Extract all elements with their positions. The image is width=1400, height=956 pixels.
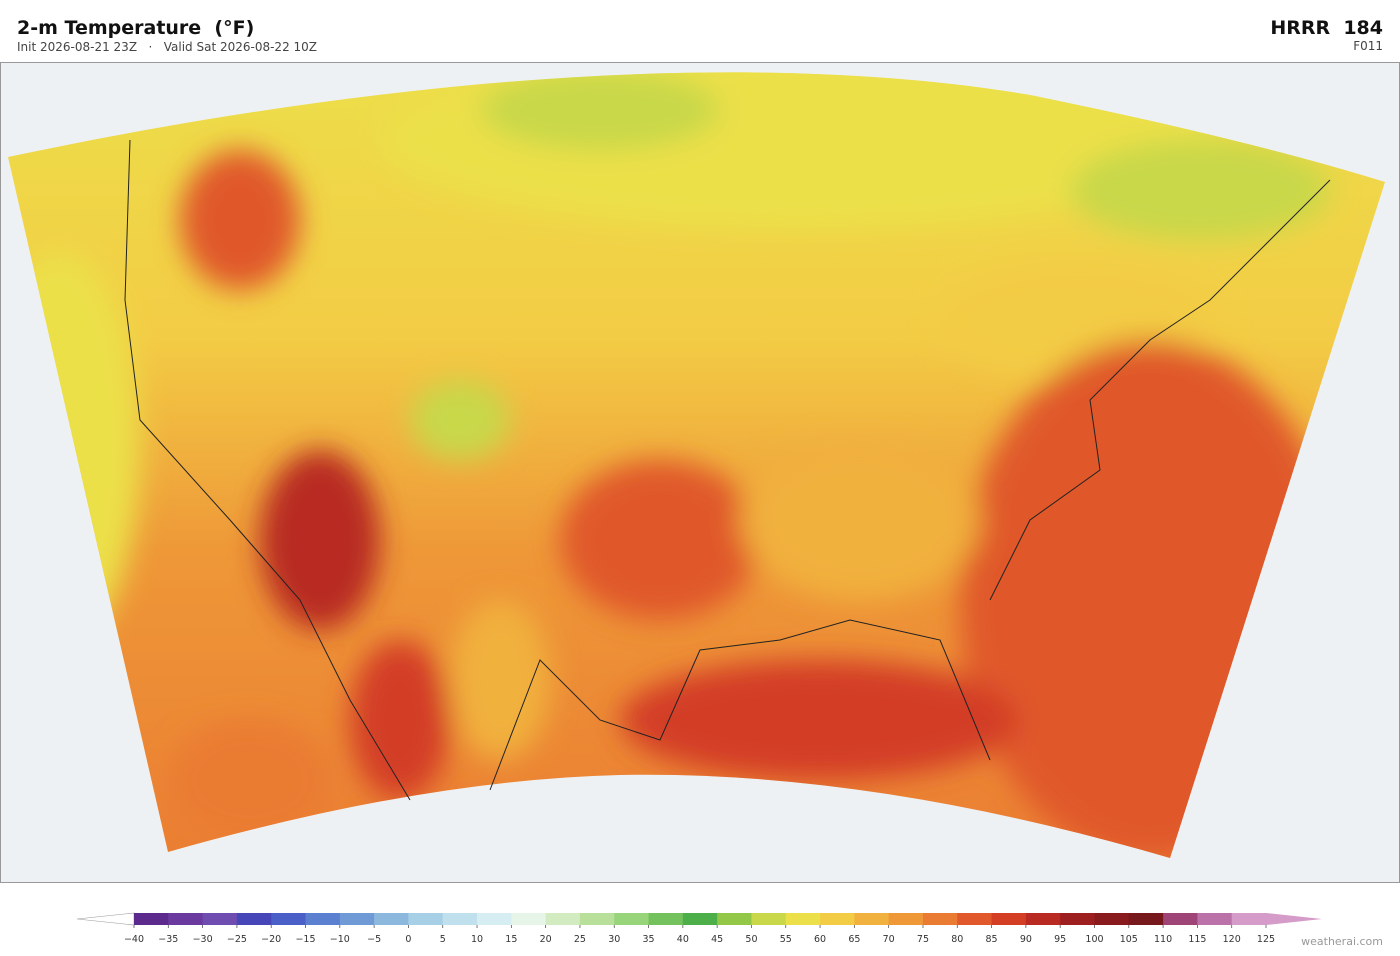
colorbar-tick-label: 90 [1020, 934, 1032, 945]
colorbar-tick-label: 10 [471, 934, 483, 945]
colorbar-tick-label: 50 [745, 934, 757, 945]
colorbar-tick-label: −40 [124, 934, 144, 945]
colorbar: −40 −35 −30 −25 −20 −15 −10 −5 0 5 10 15 20 25 30 35 40 4… [76, 912, 1322, 945]
colorbar-segment [820, 913, 855, 925]
colorbar-under [76, 912, 135, 926]
colorbar-tick-label: 65 [848, 934, 860, 945]
colorbar-segment [1025, 913, 1061, 925]
colorbar-over [1266, 913, 1322, 925]
model: HRRR 184 [1270, 17, 1383, 39]
colorbar-tick-label: 60 [814, 934, 826, 945]
colorbar-segment [1094, 913, 1130, 925]
colorbar-tick-label: −25 [227, 934, 247, 945]
credit: weatherai.com [1301, 935, 1383, 948]
colorbar-segment [236, 913, 272, 925]
colorbar-tick-label: 0 [405, 934, 411, 945]
colorbar-segment [134, 913, 169, 925]
colorbar-tick-label: 5 [440, 934, 446, 945]
colorbar-tick-label: 115 [1188, 934, 1206, 945]
colorbar-segment [682, 913, 718, 925]
colorbar-tick-label: −20 [261, 934, 281, 945]
colorbar-tick-label: 40 [677, 934, 689, 945]
colorbar-tick-label: 25 [574, 934, 586, 945]
colorbar-segment [374, 913, 409, 925]
colorbar-segment [442, 913, 478, 925]
colorbar-segment [888, 913, 924, 925]
colorbar-segment [477, 913, 512, 925]
colorbar-segment [1128, 913, 1164, 925]
colorbar-segment [854, 913, 890, 925]
colorbar-tick-label: 80 [951, 934, 963, 945]
colorbar-segment [202, 913, 238, 925]
colorbar-segment [168, 913, 204, 925]
colorbar-tick-label: 100 [1085, 934, 1103, 945]
colorbar-tick-label: −5 [367, 934, 381, 945]
colorbar-segment [1197, 913, 1233, 925]
colorbar-tick-label: 75 [917, 934, 929, 945]
title: 2-m Temperature (°F) [17, 17, 254, 39]
colorbar-segment [991, 913, 1027, 925]
colorbar-tick-label: 120 [1223, 934, 1241, 945]
colorbar-tick-label: −35 [158, 934, 178, 945]
colorbar-segment [545, 913, 581, 925]
colorbar-tick-label: −30 [193, 934, 213, 945]
colorbar-segment [922, 913, 958, 925]
colorbar-tick-label: 85 [986, 934, 998, 945]
colorbar-tick-label: 45 [711, 934, 723, 945]
colorbar-segment [271, 913, 306, 925]
colorbar-segment [305, 913, 341, 925]
colorbar-segment [648, 913, 684, 925]
colorbar-tick-label: 110 [1154, 934, 1172, 945]
colorbar-segment [1231, 913, 1267, 925]
colorbar-tick-label: 95 [1054, 934, 1066, 945]
colorbar-segment [1060, 913, 1095, 925]
colorbar-tick-label: 20 [540, 934, 552, 945]
map [0, 62, 1400, 883]
colorbar-segment [408, 913, 444, 925]
colorbar-segment [1163, 913, 1198, 925]
colorbar-tick-label: −15 [295, 934, 315, 945]
colorbar-tick-label: 125 [1257, 934, 1275, 945]
colorbar-tick-label: 105 [1120, 934, 1138, 945]
colorbar-segment [511, 913, 547, 925]
colorbar-segment [339, 913, 375, 925]
colorbar-segment [579, 913, 615, 925]
colorbar-tick-label: 35 [642, 934, 654, 945]
colorbar-segment [957, 913, 992, 925]
colorbar-segment [614, 913, 649, 925]
colorbar-tick-label: 55 [780, 934, 792, 945]
colorbar-segment [751, 913, 787, 925]
subtitle: Init 2026-08-21 23Z · Valid Sat 2026-08-… [17, 40, 317, 54]
coastline [124, 139, 1331, 801]
forecast: F011 [1353, 39, 1383, 53]
colorbar-tick-label: 30 [608, 934, 620, 945]
colorbar-tick-label: 15 [505, 934, 517, 945]
colorbar-segment [717, 913, 752, 925]
colorbar-tick-label: 70 [883, 934, 895, 945]
colorbar-tick-label: −10 [330, 934, 350, 945]
colorbar-segment [785, 913, 821, 925]
